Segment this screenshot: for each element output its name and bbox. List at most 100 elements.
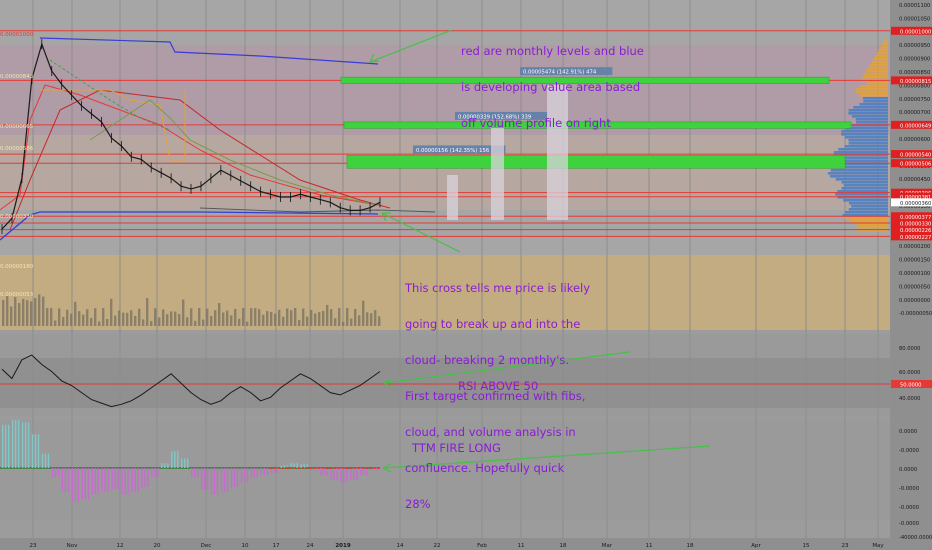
ttm-bar (373, 468, 375, 471)
volume-bar (202, 319, 205, 326)
ttm-bar (293, 463, 295, 468)
price-axis[interactable] (890, 0, 932, 550)
volume-bar (354, 308, 357, 326)
price-tick-label: 0.00000850 (899, 70, 930, 76)
volume-bar (54, 320, 57, 326)
volume-bar (2, 300, 5, 326)
ttm-bar (343, 468, 345, 483)
volume-bar (294, 308, 297, 326)
time-axis[interactable] (0, 538, 890, 550)
time-tick-label: 11 (518, 543, 525, 549)
ttm-bar (2, 424, 4, 468)
ttm-tick-label: -0.0000 (899, 505, 919, 511)
ttm-bar (5, 424, 7, 468)
middle-annotation: This cross tells me price is likely goin… (405, 258, 590, 522)
volume-bar (114, 315, 117, 326)
ttm-bar (8, 424, 10, 468)
ttm-histogram (0, 420, 380, 502)
ttm-bar (283, 465, 285, 468)
ttm-bar (14, 420, 17, 468)
volume-bar (338, 308, 341, 326)
volume-bar (182, 299, 185, 326)
ttm-bar (24, 422, 27, 468)
ttm-bar (17, 420, 20, 468)
volume-profile-bar (843, 184, 888, 187)
ttm-bar (41, 453, 44, 468)
volume-profile-bar (830, 175, 888, 178)
price-badge (891, 232, 932, 241)
volume-bar (158, 317, 161, 326)
price-axis-labels: 0.00001100 0.00001050 0.00001000 0.00000950… (891, 3, 932, 541)
price-badge (891, 198, 932, 207)
ttm-bar (340, 468, 342, 483)
ttm-bar (194, 468, 196, 478)
ttm-tick-label: -0.0000 (899, 486, 919, 492)
volume-profile-bar (878, 49, 888, 52)
volume-bar (306, 316, 309, 326)
ttm-bar (177, 451, 179, 468)
volume-profile-bar (841, 181, 888, 184)
target-zones[interactable]: 0.00005474 (142.91%) 474 0.00000339 (152.… (340, 67, 852, 220)
middle-annotation-line: First target confirmed with fibs, (405, 389, 586, 403)
fib-column (491, 128, 504, 220)
value-area-low (0, 211, 379, 241)
volume-bar (262, 314, 265, 326)
ttm-bar (200, 468, 203, 490)
ttm-bar (167, 463, 169, 468)
ttm-bar (350, 468, 352, 480)
ttm-bar (273, 468, 275, 473)
volume-bar (334, 318, 337, 326)
time-tick-label: 2019 (335, 543, 350, 549)
price-badge-label: 0.00000360 (900, 201, 931, 207)
ttm-tick-label: -0.0000 (899, 448, 919, 454)
ttm-bar (260, 468, 263, 476)
time-tick-label: 11 (646, 543, 653, 549)
rsi-tick-label: 60.0000 (899, 370, 920, 376)
time-tick-label: 12 (117, 543, 124, 549)
ttm-bar (226, 468, 229, 492)
volume-profile-bar (869, 64, 888, 67)
volume-profile-bar (837, 166, 888, 169)
price-badge (891, 188, 932, 197)
price-badge (891, 150, 932, 159)
zone-label: 0.00000156 (142.35%) 156 (416, 148, 490, 154)
volume-profile (827, 40, 888, 232)
ttm-bar (101, 468, 103, 492)
ttm-bar (306, 464, 308, 468)
zone-label-bg (455, 111, 548, 120)
zone-label: 0.00000339 (152.68%) 339 (458, 114, 531, 120)
ttm-bar (223, 468, 226, 492)
volume-bar (190, 308, 193, 326)
rsi-tick-label: 80.0000 (899, 346, 920, 352)
ttm-bar (310, 468, 312, 471)
volume-bar (242, 308, 245, 326)
volume-bar (226, 310, 229, 326)
ttm-bar (210, 468, 213, 495)
arrow-top-note (369, 29, 453, 63)
price-badge-label: 0.00000330 (900, 221, 931, 227)
zone-label: 0.00005474 (142.91%) 474 (523, 70, 597, 76)
zone-label-bg (413, 145, 506, 154)
volume-profile-bar (856, 229, 888, 232)
left-level-label: 0.00001000 (0, 32, 34, 38)
left-level-label: 0.00000053 (0, 292, 34, 298)
volume-profile-bar (841, 187, 888, 190)
price-badge-label: 0.00000227 (900, 235, 931, 241)
ttm-bar (187, 458, 189, 468)
volume-bar (138, 308, 141, 326)
volume-bar (150, 321, 153, 326)
ttm-bar (64, 468, 67, 492)
volume-profile-bar (848, 139, 888, 142)
left-level-label: 0.00000586 (0, 146, 34, 152)
volume-profile-bar (841, 160, 888, 163)
ttm-bar (236, 468, 239, 488)
ttm-bar (164, 463, 166, 468)
middle-annotation-line: cloud- breaking 2 monthly's. (405, 353, 570, 367)
price-tick-label: 0.00000000 (899, 298, 930, 304)
volume-bar (362, 300, 365, 326)
upper-cloud-band (0, 45, 890, 135)
volume-bar (134, 315, 137, 326)
volume-bar (70, 313, 73, 326)
time-tick-label: May (872, 543, 884, 549)
